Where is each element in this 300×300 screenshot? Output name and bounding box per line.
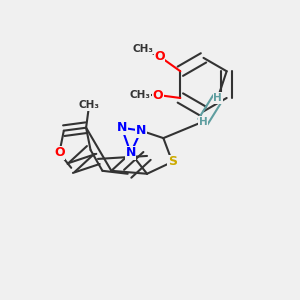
Text: O: O xyxy=(54,146,65,160)
Text: N: N xyxy=(117,121,127,134)
Text: O: O xyxy=(154,50,165,63)
Text: N: N xyxy=(136,124,146,137)
Text: CH₃: CH₃ xyxy=(130,90,151,100)
Text: S: S xyxy=(168,155,177,168)
Text: O: O xyxy=(153,88,164,101)
Text: N: N xyxy=(125,146,136,160)
Text: CH₃: CH₃ xyxy=(133,44,154,54)
Text: H: H xyxy=(213,93,222,103)
Text: H: H xyxy=(199,117,207,127)
Text: CH₃: CH₃ xyxy=(79,100,100,110)
